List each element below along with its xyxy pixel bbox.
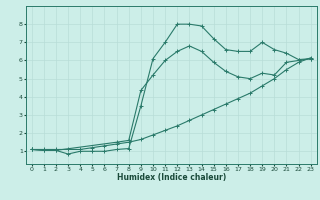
- X-axis label: Humidex (Indice chaleur): Humidex (Indice chaleur): [116, 173, 226, 182]
